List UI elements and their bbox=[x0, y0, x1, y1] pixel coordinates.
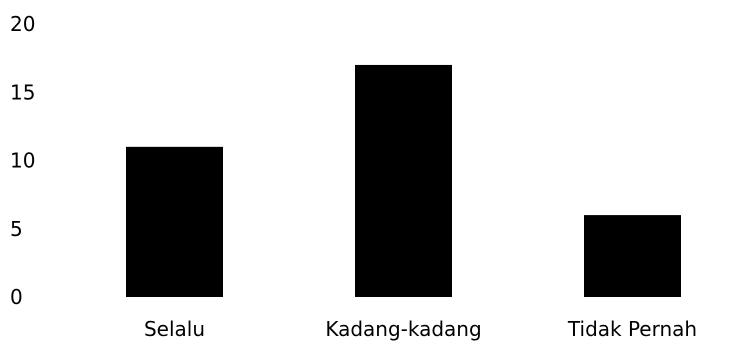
x-tick-label: Kadang-kadang bbox=[325, 317, 481, 341]
y-axis: 0 5 10 15 20 bbox=[10, 12, 35, 309]
x-tick-label: Selalu bbox=[144, 317, 205, 341]
y-tick-label: 10 bbox=[10, 149, 35, 173]
x-axis: Selalu Kadang-kadang Tidak Pernah bbox=[144, 317, 697, 341]
y-tick-label: 0 bbox=[10, 285, 23, 309]
bar-tidak-pernah bbox=[584, 215, 681, 297]
x-tick-label: Tidak Pernah bbox=[567, 317, 697, 341]
y-tick-label: 5 bbox=[10, 217, 23, 241]
bar-selalu bbox=[126, 146, 223, 297]
bars bbox=[126, 64, 681, 297]
y-tick-label: 15 bbox=[10, 80, 35, 104]
bar-kadang-kadang bbox=[355, 64, 452, 297]
y-tick-label: 20 bbox=[10, 12, 35, 36]
